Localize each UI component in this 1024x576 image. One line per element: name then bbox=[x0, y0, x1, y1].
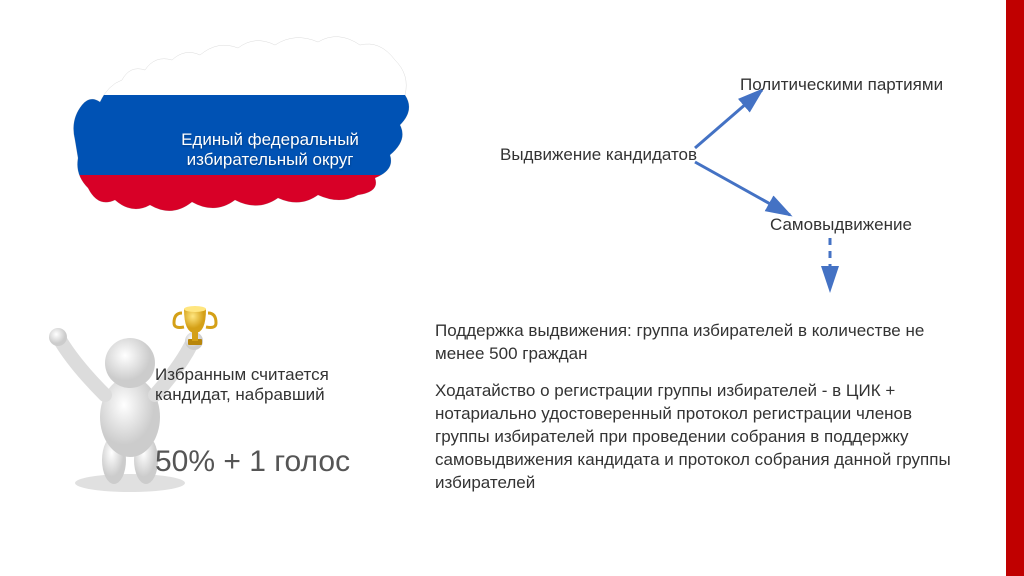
map-label: Единый федеральныйизбирательный округ bbox=[170, 130, 370, 170]
trophy-icon bbox=[174, 306, 216, 345]
diagram-bottom-label: Самовыдвижение bbox=[770, 215, 912, 235]
diagram-arrows bbox=[500, 60, 920, 300]
diagram-center-label: Выдвижение кандидатов bbox=[500, 145, 697, 165]
paragraph-1: Поддержка выдвижения: группа избирателей… bbox=[435, 320, 955, 366]
paragraph-2: Ходатайство о регистрации группы избират… bbox=[435, 380, 955, 495]
russia-map: Единый федеральныйизбирательный округ bbox=[60, 20, 420, 240]
accent-bar bbox=[1006, 0, 1024, 576]
diagram-top-label: Политическими партиями bbox=[740, 75, 943, 95]
body-text: Поддержка выдвижения: группа избирателей… bbox=[435, 320, 955, 495]
winner-percent: 50% + 1 голос bbox=[155, 445, 350, 479]
winner-caption: Избранным считается кандидат, набравший bbox=[155, 365, 385, 405]
